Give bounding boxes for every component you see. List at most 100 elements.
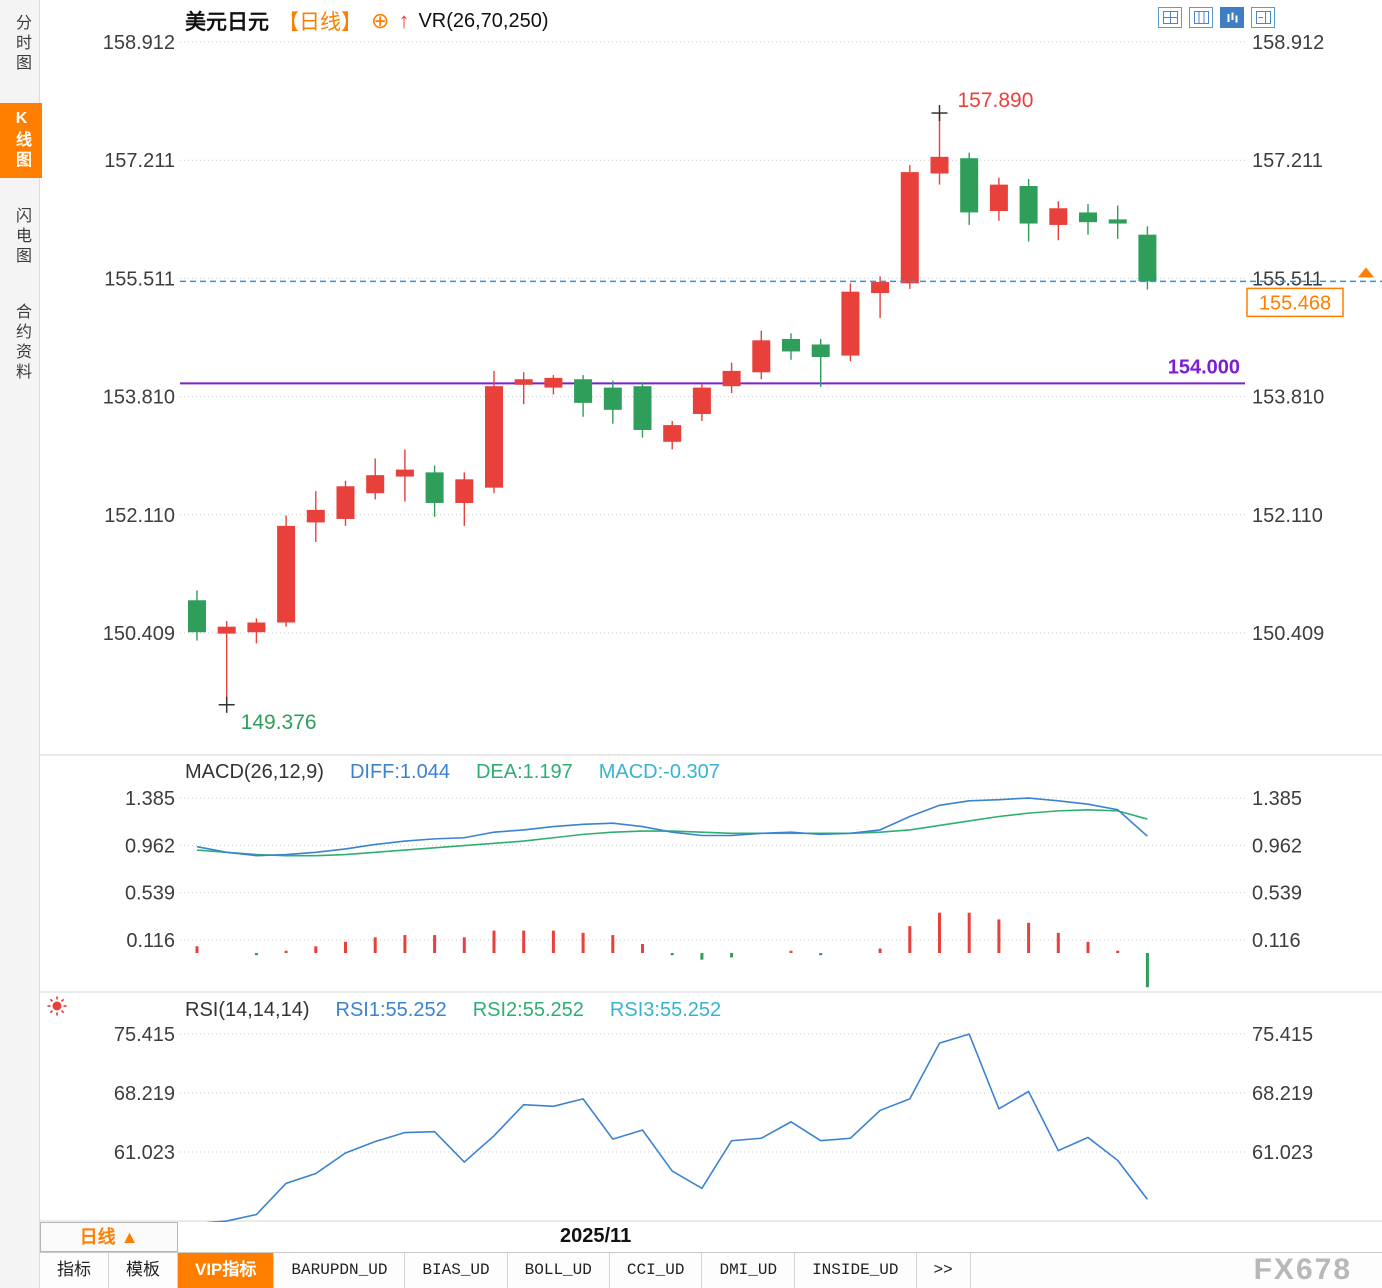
macd-panel-header: MACD(26,12,9) DIFF:1.044 DEA:1.197 MACD:…	[185, 761, 720, 784]
chart-canvas[interactable]: 158.912 158.912 157.211 157.211 155.511 155.5…	[40, 0, 1382, 1222]
candle-body	[752, 340, 771, 373]
indicator-tab-bar: 指标 模板 VIP指标 BARUPDN_UD BIAS_UD BOLL_UD C…	[40, 1252, 1382, 1288]
candle-body	[1049, 208, 1068, 225]
sidebar-item-time-chart[interactable]: 分时图	[13, 14, 30, 74]
chart-text: 1.385	[1252, 788, 1302, 810]
sidebar-item-kline-chart[interactable]: K线图	[0, 103, 42, 178]
last-price-arrow	[1358, 267, 1374, 278]
layout-toolbar	[1158, 7, 1275, 28]
macd-diff-value: DIFF:1.044	[349, 761, 450, 783]
candle-body	[692, 387, 711, 414]
period-button-label: 日线	[79, 1227, 116, 1247]
tab-inside-ud[interactable]: INSIDE_UD	[795, 1253, 917, 1288]
chart-text: 152.110	[104, 505, 175, 527]
chart-text: 150.409	[1252, 623, 1324, 645]
sidebar-item-contract-info[interactable]: 合约资料	[13, 303, 30, 383]
candle-body	[395, 469, 414, 477]
rsi2-value: RSI2:55.252	[472, 999, 584, 1021]
period-selector-button[interactable]: 日线 ▲	[40, 1222, 178, 1252]
chart-text: 75.415	[1252, 1024, 1313, 1046]
candle-body	[1079, 212, 1097, 223]
candle-body	[1019, 186, 1038, 224]
chart-text: 155.468	[1259, 292, 1331, 314]
chart-text: 149.376	[241, 711, 317, 734]
diff-line	[196, 797, 1148, 857]
candle-body	[188, 600, 206, 633]
candle-body	[603, 387, 622, 410]
tab-cci-ud[interactable]: CCI_UD	[610, 1253, 703, 1288]
sidebar-item-lightning-chart[interactable]: 闪电图	[13, 207, 30, 267]
candle-body	[782, 338, 800, 352]
chart-text: 157.211	[1252, 150, 1323, 172]
candle-body	[811, 344, 830, 357]
chart-text: 0.116	[1252, 930, 1301, 952]
up-arrow-icon: ↑	[398, 8, 410, 33]
macd-dea-value: DEA:1.197	[475, 761, 573, 783]
chart-text: 0.539	[1252, 883, 1302, 905]
tab-boll-ud[interactable]: BOLL_UD	[508, 1253, 610, 1288]
candle-body	[1138, 234, 1157, 282]
chart-text: 157.890	[958, 89, 1034, 112]
chart-text: 68.219	[1252, 1083, 1313, 1105]
candle-body	[277, 525, 296, 623]
rsi3-value: RSI3:55.252	[609, 999, 722, 1021]
candle-body	[306, 509, 325, 523]
chart-text: 158.912	[1252, 32, 1324, 54]
chart-text: 1.385	[125, 788, 175, 810]
tab-indicator[interactable]: 指标	[40, 1253, 109, 1288]
macd-title: MACD(26,12,9)	[185, 761, 324, 783]
chart-text: 152.110	[1252, 505, 1323, 527]
layout-quad-icon[interactable]	[1158, 7, 1182, 28]
chart-text: 75.415	[114, 1024, 175, 1046]
candle-body	[544, 377, 563, 388]
candle-body	[841, 291, 860, 356]
x-axis-date-label: 2025/11	[560, 1225, 632, 1247]
tab-dmi-ud[interactable]: DMI_UD	[702, 1253, 796, 1288]
tab-bias-ud[interactable]: BIAS_UD	[405, 1253, 508, 1288]
chart-text: 157.211	[104, 150, 175, 172]
vr-indicator-label: VR(26,70,250)	[418, 9, 549, 32]
left-sidebar: 分时图 K线图 闪电图 合约资料	[0, 0, 42, 1288]
chart-text: 155.511	[1252, 268, 1323, 290]
chart-text: 150.409	[103, 623, 175, 645]
candle-body	[722, 370, 741, 387]
candle-body	[217, 626, 236, 634]
chart-text: 155.511	[104, 268, 175, 290]
rsi-panel-header: RSI(14,14,14) RSI1:55.252 RSI2:55.252 RS…	[185, 999, 721, 1022]
candle-body	[930, 156, 949, 174]
candle-body	[425, 472, 444, 503]
chart-text: 68.219	[114, 1083, 175, 1105]
add-indicator-icon[interactable]: ⊕	[371, 8, 390, 33]
rsi1-value: RSI1:55.252	[335, 999, 447, 1021]
candle-body	[366, 475, 385, 494]
candle-body	[1108, 219, 1127, 224]
chart-text: 154.000	[1168, 356, 1240, 378]
chart-text: 0.962	[1252, 835, 1302, 857]
layout-split-icon[interactable]	[1251, 7, 1275, 28]
period-button-arrow-icon: ▲	[120, 1227, 139, 1247]
candle-body	[960, 158, 979, 213]
dea-line	[196, 808, 1148, 857]
date-axis-row: 日线 ▲ 2025/11	[40, 1222, 1382, 1252]
candle-body	[514, 379, 533, 385]
layout-kline-icon[interactable]	[1220, 7, 1244, 28]
tab-vip-indicator[interactable]: VIP指标	[178, 1253, 275, 1288]
chart-header: 美元日元 【日线】 ⊕ ↑ VR(26,70,250)	[185, 6, 549, 36]
tab-barupdn-ud[interactable]: BARUPDN_UD	[274, 1253, 406, 1288]
candle-body	[455, 479, 474, 503]
layout-compare-icon[interactable]	[1189, 7, 1213, 28]
chart-text: 0.116	[126, 930, 175, 952]
tab-template[interactable]: 模板	[109, 1253, 178, 1288]
candle-body	[871, 281, 890, 294]
chart-text: 61.023	[1252, 1142, 1313, 1164]
tab-more[interactable]: >>	[917, 1253, 971, 1288]
candle-body	[574, 379, 593, 403]
last-price-tag	[1246, 287, 1344, 318]
red-sun-icon[interactable]	[46, 995, 68, 1022]
candle-body	[663, 425, 682, 442]
chart-text: 61.023	[114, 1142, 175, 1164]
candle-body	[900, 172, 919, 284]
macd-macd-value: MACD:-0.307	[598, 761, 720, 783]
period-label[interactable]: 【日线】	[278, 11, 362, 34]
candle-body	[485, 386, 503, 488]
